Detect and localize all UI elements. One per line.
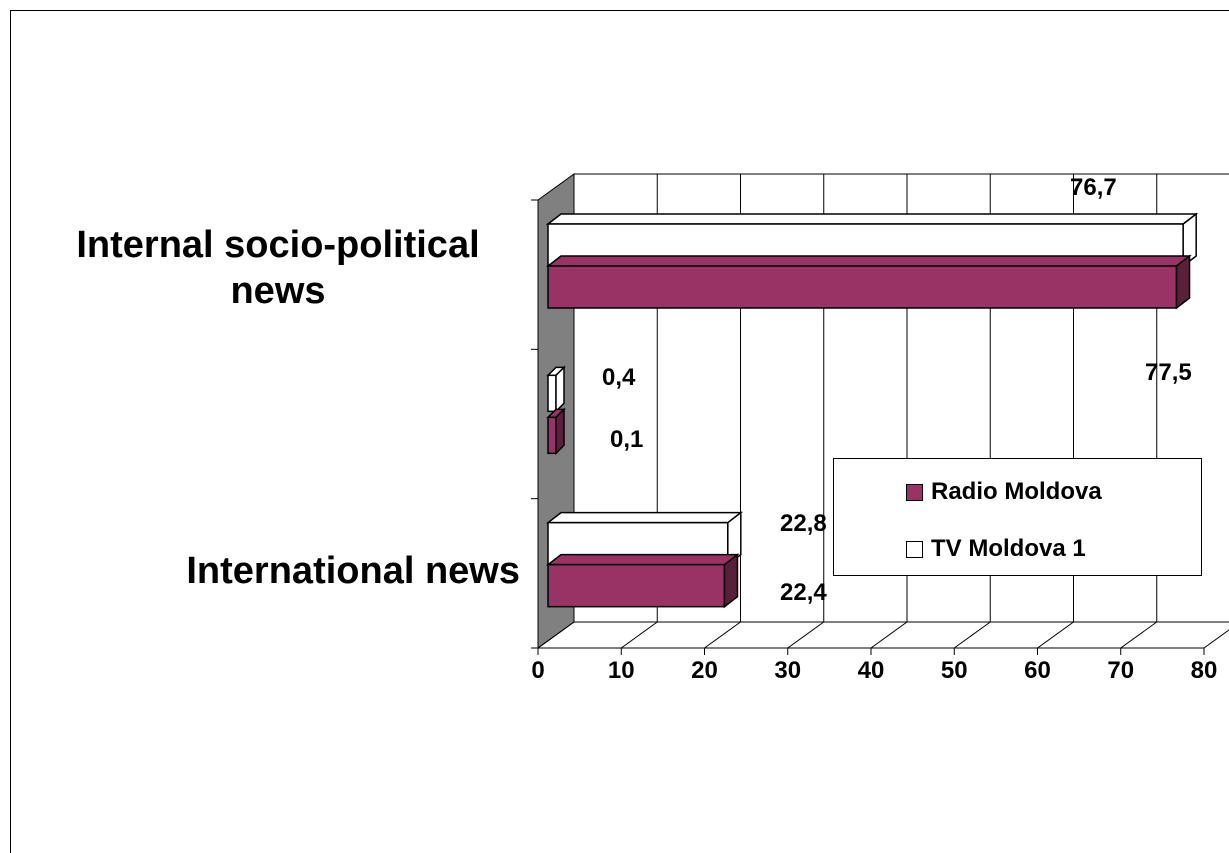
bar-radio-cat2-top: [545, 553, 740, 566]
chart-frame: [10, 10, 1229, 853]
bar-tv-cat2-top: [545, 511, 744, 524]
data-label: 0,1: [610, 426, 643, 453]
floor-gridline: [1120, 621, 1158, 649]
floor-gridline: [1203, 629, 1229, 649]
floor-gridline: [537, 621, 575, 649]
floor-gridline: [1037, 621, 1074, 649]
legend-label-radio: Radio Moldova: [931, 478, 1102, 505]
bar-tv-cat1: [547, 374, 557, 413]
legend-swatch-tv: [906, 540, 923, 558]
data-label: 22,8: [780, 510, 827, 537]
x-tick-label: 80: [1191, 657, 1218, 684]
chart-legend: Radio Moldova TV Moldova 1: [833, 458, 1202, 576]
legend-item-radio: Radio Moldova: [906, 477, 1102, 507]
x-tick-label: 30: [774, 657, 801, 684]
floor-gridline: [953, 621, 991, 649]
bar-radio-cat0-side: [1175, 254, 1191, 310]
bar-tv-cat1-side: [555, 365, 565, 414]
bar-radio-cat1-side: [555, 407, 565, 456]
bar-radio-cat0-top: [545, 255, 1192, 267]
data-label: 0,4: [602, 364, 636, 391]
floor-gridline: [620, 621, 658, 649]
legend-label-tv: TV Moldova 1: [931, 535, 1086, 562]
floor-gridline: [704, 621, 741, 649]
x-tick-label: 50: [941, 657, 968, 684]
bar-radio-cat2-side: [723, 553, 739, 609]
data-label: 76,7: [1070, 174, 1117, 201]
data-label: 77,5: [1145, 359, 1192, 386]
bar-tv-cat2-side: [727, 511, 742, 567]
x-tick-label: 60: [1024, 657, 1051, 684]
x-tick-label: 0: [531, 657, 544, 684]
x-tick-label: 70: [1107, 657, 1134, 684]
category-label-internal-line2: news: [230, 270, 326, 312]
bar-radio-cat0: [547, 265, 1178, 309]
x-tick-label: 20: [691, 657, 718, 684]
category-label-internal-line1: Internal socio-political: [76, 224, 480, 266]
x-tick-label: 10: [608, 657, 635, 684]
bar-tv-cat0-side: [1182, 212, 1197, 268]
category-label-international: International news: [186, 550, 520, 592]
floor-gridline: [870, 621, 908, 649]
bar-radio-cat2: [547, 563, 726, 608]
x-tick-label: 40: [858, 657, 885, 684]
floor-gridline: [787, 621, 825, 649]
data-label: 22,4: [780, 579, 827, 606]
category-label-internal: Internal socio-political news: [28, 222, 528, 314]
legend-item-tv: TV Moldova 1: [906, 534, 1086, 564]
legend-swatch-radio: [906, 483, 923, 501]
bar-tv-cat0-top: [545, 213, 1199, 225]
bar-radio-cat1: [547, 416, 557, 455]
